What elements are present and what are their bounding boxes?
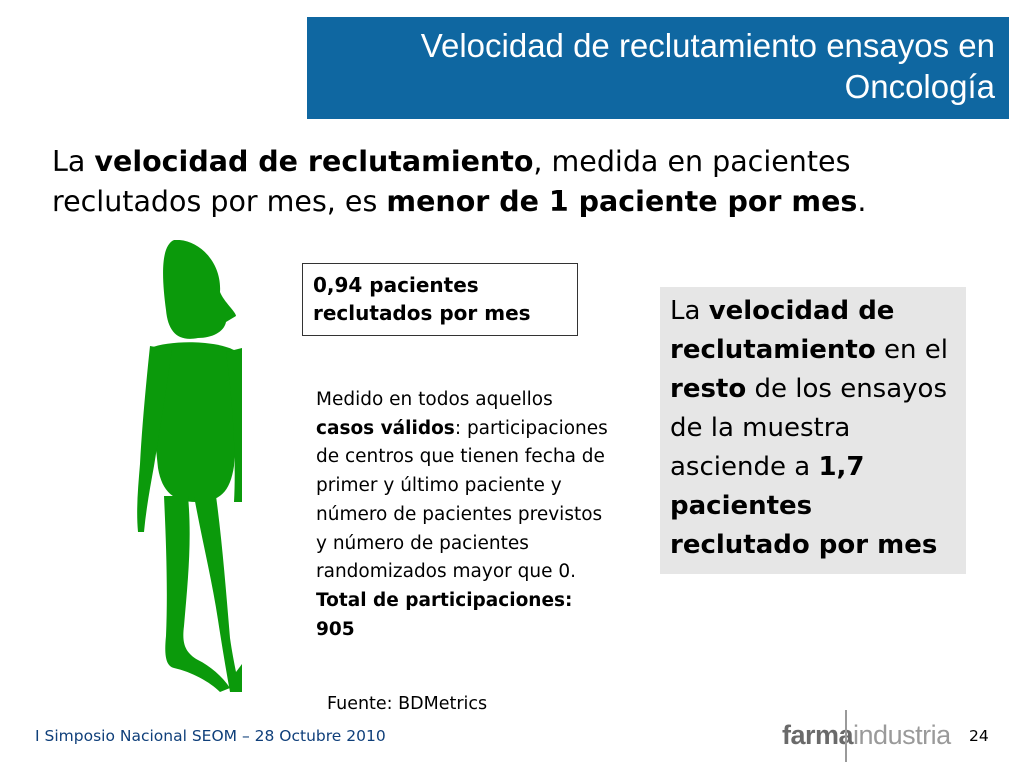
slide-title-line2: Oncología: [844, 68, 995, 105]
logo-bold-part: farma: [782, 720, 854, 750]
lead-bold-1: velocidad de reclutamiento: [94, 145, 534, 178]
walking-person-figure: [137, 240, 242, 692]
slide-title: Velocidad de reclutamiento ensayos en On…: [307, 17, 1009, 119]
callout-bold-3: 1,7 pacientes reclutado por mes: [670, 452, 938, 560]
callout-text-1: La: [670, 296, 709, 326]
lead-text-1: La: [52, 145, 95, 178]
method-description: Medido en todos aquellos casos válidos: …: [316, 386, 616, 644]
lead-bold-2: menor de 1 paciente por mes: [386, 185, 858, 218]
desc-bold-2: Total de participaciones: 905: [316, 589, 573, 640]
slide-title-line1: Velocidad de reclutamiento ensayos en: [420, 27, 995, 64]
logo-light-part: industria: [853, 720, 951, 750]
lead-paragraph: La velocidad de reclutamiento, medida en…: [52, 142, 952, 222]
lead-text-3: .: [857, 185, 867, 218]
stat-line1: 0,94 pacientes: [313, 273, 479, 297]
callout-text-3: de los ensayos de la muestra asciende a: [670, 374, 947, 482]
lead-text-2: , medida en pacientes reclutados por mes…: [52, 145, 851, 218]
callout-text-2: en el: [875, 335, 948, 365]
desc-text-2: : participaciones de centros que tienen …: [316, 417, 608, 583]
stat-line2: reclutados por mes: [313, 301, 531, 325]
farmaindustria-logo: farmaindustria: [782, 712, 951, 758]
stat-box: 0,94 pacientes reclutados por mes: [302, 263, 578, 336]
footer-event: I Simposio Nacional SEOM – 28 Octubre 20…: [35, 727, 386, 745]
callout-bold-2: resto: [670, 374, 747, 404]
desc-text-1: Medido en todos aquellos: [316, 389, 553, 410]
logo-divider: [845, 710, 847, 762]
comparison-callout: La velocidad de reclutamiento en el rest…: [660, 287, 966, 574]
callout-bold-1: velocidad de reclutamiento: [670, 296, 895, 365]
source-note: Fuente: BDMetrics: [327, 694, 488, 714]
desc-bold-1: casos válidos: [316, 417, 455, 439]
page-number: 24: [969, 727, 989, 745]
